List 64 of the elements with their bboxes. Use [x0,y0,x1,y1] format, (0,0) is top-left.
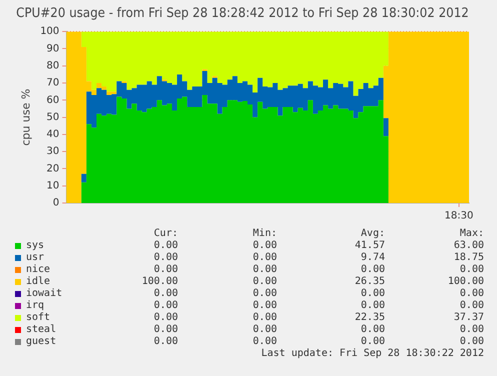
legend-label: idle [26,276,50,288]
legend-label: irq [26,300,44,312]
text: 0.00 [252,324,277,336]
text: 0.00 [154,324,178,336]
text: 26.35 [354,276,385,288]
y-tick-label: 60 [46,94,60,106]
text: 0.00 [360,288,385,300]
y-tick-label: 10 [46,180,60,192]
text: 0.00 [252,240,277,252]
y-tick-label: 20 [46,163,60,174]
text: 22.35 [354,312,385,324]
text: 0.00 [460,264,484,276]
text: 0.00 [252,312,277,324]
text: 0.00 [252,276,277,288]
y-tick-label: 70 [46,78,60,89]
x-tick-label: 18:30 [444,210,474,222]
text: Avg: [360,228,385,240]
text: 0.00 [360,336,385,348]
text: 0.00 [252,252,277,264]
legend-label: soft [26,312,50,324]
legend-label: guest [26,336,56,348]
text: 0.00 [252,288,277,300]
legend-label: steal [26,324,56,336]
text: 100.00 [142,276,178,288]
text: 0.00 [360,324,385,336]
text: 0.00 [154,288,178,300]
text: 0.00 [252,264,277,276]
text: 9.74 [360,252,385,264]
text: 41.57 [354,240,385,252]
text: 100.00 [448,276,484,288]
text: 0.00 [252,336,277,348]
y-axis-title: cpu use % [19,88,32,146]
legend-label: iowait [26,288,62,300]
y-tick-label: 0 [52,198,60,209]
text: 0.00 [360,264,385,276]
text: 37.37 [454,312,484,324]
text: 0.00 [154,300,178,312]
legend-label: nice [26,264,50,276]
text: 0.00 [460,300,484,312]
text: 0.00 [154,336,178,348]
text: 0.00 [460,336,484,348]
y-tick-label: 90 [46,43,60,54]
y-tick-label: 30 [46,146,60,158]
text: Min: [252,228,277,240]
text: 18.75 [454,252,484,264]
legend-label: sys [26,240,44,252]
text: 0.00 [360,300,385,312]
y-tick-label: 50 [46,112,60,123]
y-tick-label: 80 [46,60,60,72]
text: 0.00 [154,240,178,252]
text: Last update: Fri Sep 28 18:30:22 2012 [261,348,484,360]
y-tick-label: 40 [46,129,60,140]
text: 0.00 [460,324,484,336]
text: 0.00 [154,264,178,276]
text: 0.00 [154,252,178,264]
text: 0.00 [154,312,178,324]
text: Cur: [154,228,178,240]
text: 63.00 [454,240,484,252]
text: 0.00 [252,300,277,312]
text: 0.00 [460,288,484,300]
chart-title: CPU#20 usage - from Fri Sep 28 18:28:42 2012 to Fri Sep 28 18:30:02 2012 [16,4,469,20]
text: Max: [460,228,484,240]
legend-label: usr [26,252,44,264]
y-tick-label: 100 [40,26,60,38]
